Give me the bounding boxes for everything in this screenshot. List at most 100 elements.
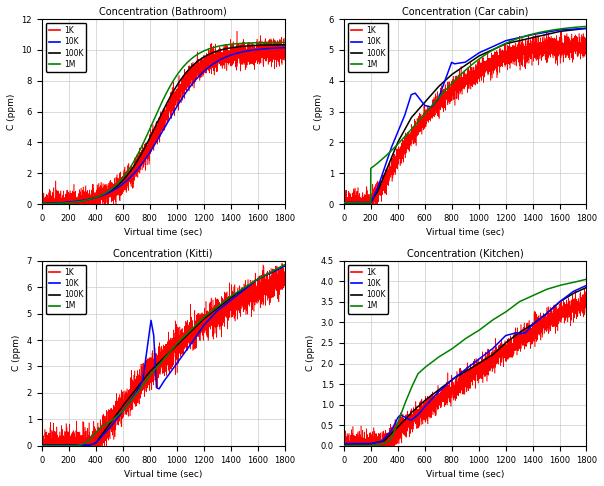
1K	[106, 185, 113, 191]
Line: 10K: 10K	[42, 266, 284, 445]
10K	[408, 92, 415, 98]
Legend: 1K, 10K, 100K, 1M: 1K, 10K, 100K, 1M	[45, 23, 86, 72]
1M	[583, 277, 590, 282]
1M	[392, 143, 399, 149]
100K	[583, 25, 590, 31]
100K	[38, 201, 45, 207]
X-axis label: Virtual time (sec): Virtual time (sec)	[124, 228, 202, 238]
1M	[340, 443, 347, 449]
Title: Concentration (Bathroom): Concentration (Bathroom)	[99, 7, 227, 17]
100K	[258, 275, 265, 280]
10K	[106, 190, 113, 195]
100K	[583, 285, 590, 291]
1M	[185, 330, 192, 335]
100K	[340, 200, 347, 206]
100K	[185, 67, 192, 73]
1M	[38, 201, 45, 207]
100K	[491, 46, 498, 52]
1M	[258, 40, 265, 46]
10K	[258, 275, 265, 280]
10K	[408, 417, 415, 423]
1K	[583, 41, 590, 47]
1M	[487, 49, 494, 54]
Line: 1M: 1M	[42, 42, 284, 204]
10K	[491, 43, 498, 49]
X-axis label: Virtual time (sec): Virtual time (sec)	[426, 470, 504, 479]
Line: 1M: 1M	[42, 265, 284, 446]
10K	[583, 282, 590, 288]
10K	[258, 46, 265, 52]
10K	[38, 442, 45, 448]
1K	[189, 327, 196, 333]
100K	[491, 350, 498, 356]
10K	[281, 45, 288, 51]
10K	[106, 425, 113, 431]
1K	[281, 269, 288, 275]
1M	[491, 46, 498, 52]
1M	[281, 262, 288, 268]
Line: 10K: 10K	[344, 28, 586, 203]
Line: 100K: 100K	[344, 287, 586, 444]
10K	[90, 195, 97, 201]
1M	[189, 55, 196, 61]
1K	[408, 415, 415, 421]
1K	[392, 163, 399, 169]
1K	[491, 361, 498, 366]
1K	[38, 198, 45, 204]
1K	[560, 305, 567, 311]
100K	[185, 331, 192, 337]
100K	[189, 327, 196, 332]
100K	[408, 115, 415, 121]
Y-axis label: C (ppm): C (ppm)	[7, 93, 16, 130]
100K	[487, 353, 494, 359]
100K	[90, 441, 97, 447]
Legend: 1K, 10K, 100K, 1M: 1K, 10K, 100K, 1M	[347, 23, 388, 72]
1K	[560, 45, 567, 51]
Y-axis label: C (ppm): C (ppm)	[314, 93, 323, 130]
1K	[90, 439, 97, 445]
1M	[90, 432, 97, 438]
10K	[38, 201, 45, 207]
1K	[580, 286, 588, 292]
100K	[281, 42, 288, 48]
X-axis label: Virtual time (sec): Virtual time (sec)	[426, 228, 504, 238]
1K	[281, 47, 288, 52]
1M	[487, 319, 494, 325]
1K	[583, 294, 590, 299]
1K	[392, 436, 399, 442]
Legend: 1K, 10K, 100K, 1M: 1K, 10K, 100K, 1M	[45, 264, 86, 313]
1K	[340, 441, 347, 447]
10K	[560, 27, 567, 33]
10K	[560, 296, 567, 302]
1M	[583, 277, 590, 282]
100K	[189, 63, 196, 69]
1K	[491, 63, 498, 69]
100K	[281, 263, 288, 269]
1M	[560, 26, 567, 32]
100K	[392, 144, 399, 150]
100K	[258, 42, 265, 48]
10K	[583, 25, 590, 31]
100K	[281, 42, 288, 48]
10K	[90, 441, 97, 447]
1M	[281, 39, 288, 45]
1M	[106, 419, 113, 425]
Title: Concentration (Kitchen): Concentration (Kitchen)	[406, 248, 524, 259]
Line: 100K: 100K	[344, 28, 586, 203]
1M	[560, 282, 567, 288]
10K	[185, 345, 192, 350]
100K	[340, 441, 347, 447]
1K	[258, 280, 265, 286]
100K	[487, 48, 494, 53]
100K	[106, 421, 113, 427]
Line: 1K: 1K	[42, 31, 284, 204]
10K	[392, 419, 399, 425]
100K	[106, 189, 113, 194]
10K	[583, 25, 590, 31]
1K	[340, 198, 347, 204]
1M	[189, 325, 196, 331]
Line: 100K: 100K	[42, 45, 284, 204]
100K	[90, 195, 97, 201]
1M	[340, 200, 347, 206]
10K	[281, 45, 288, 51]
